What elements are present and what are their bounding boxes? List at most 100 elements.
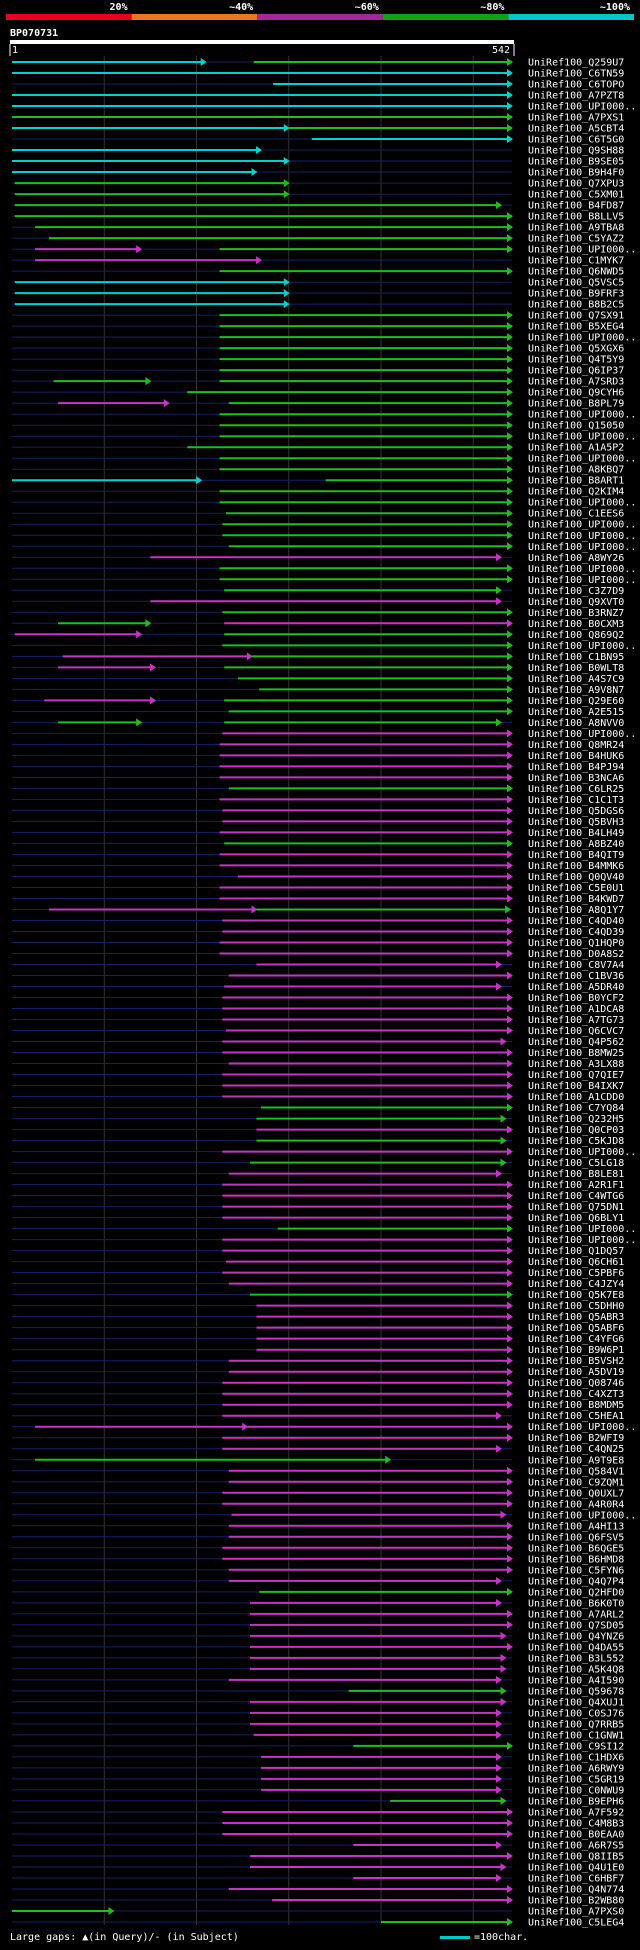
hit-arrowhead [507,355,513,364]
hit-label: UniRef100_B2WFI9 [528,1433,624,1444]
hit-row: UniRef100_C5GR19 [12,1774,624,1785]
hit-label: UniRef100_A4S7C9 [528,674,624,685]
hit-row: UniRef100_B8LE81 [12,1169,624,1180]
hit-row: UniRef100_C1EES6 [12,509,624,520]
hit-row: UniRef100_Q6NWD5 [12,267,624,278]
hit-arrowhead [507,630,513,639]
scale-segment [508,14,634,20]
hit-row: UniRef100_A6R7S5 [12,1840,624,1851]
hit-arrowhead [507,432,513,441]
hit-arrowhead [507,1026,513,1035]
hit-label: UniRef100_Q5K7E8 [528,1290,624,1301]
hit-label: UniRef100_C1EES6 [528,509,624,520]
hit-row: UniRef100_C5HEA1 [12,1411,624,1422]
hit-label: UniRef100_C4M8B3 [528,1818,624,1829]
hit-row: UniRef100_B8B2C5 [12,300,624,311]
hit-label: UniRef100_A8BZ40 [528,839,624,850]
hit-arrowhead [507,102,513,111]
hit-arrowhead [507,1345,513,1354]
hit-row: UniRef100_UPI000.. [12,564,636,575]
hit-label: UniRef100_C5DHH0 [528,1301,624,1312]
hit-arrowhead [507,311,513,320]
hit-arrowhead [507,1554,513,1563]
hit-label: UniRef100_C1BN95 [528,652,624,663]
hit-row: UniRef100_Q4P562 [12,1037,624,1048]
hit-label: UniRef100_UPI000.. [528,531,636,542]
hit-arrowhead [507,641,513,650]
hit-row: UniRef100_Q9XVT0 [12,597,624,608]
hit-arrowhead [149,663,156,672]
hit-arrowhead [507,366,513,375]
hit-row: UniRef100_B9H4F0 [12,168,624,179]
hit-label: UniRef100_B8LE81 [528,1169,624,1180]
hit-label: UniRef100_UPI000.. [528,1510,636,1521]
hit-arrowhead [500,1158,507,1167]
hit-arrowhead [507,784,513,793]
hit-label: UniRef100_B4LH49 [528,828,624,839]
scale-label: ~80% [480,2,504,13]
hit-arrowhead [507,1620,513,1629]
hit-row: UniRef100_C5E0U1 [12,883,624,894]
hit-arrowhead [507,894,513,903]
hit-row: UniRef100_B6K0T0 [12,1598,624,1609]
hit-arrowhead [507,1895,513,1904]
hit-arrowhead [507,575,513,584]
hit-label: UniRef100_B4QIT9 [528,850,624,861]
hit-arrowhead [495,1752,502,1761]
hit-arrowhead [507,1422,513,1431]
hit-label: UniRef100_B0WLT8 [528,663,624,674]
hit-label: UniRef100_Q5ABF6 [528,1323,624,1334]
hit-label: UniRef100_UPI000.. [528,245,636,256]
hit-arrowhead [507,1213,513,1222]
hit-row: UniRef100_C9ZQM1 [12,1477,624,1488]
hit-label: UniRef100_C6T5G0 [528,135,624,146]
hit-arrowhead [507,1400,513,1409]
hit-row: UniRef100_UPI000.. [12,542,636,553]
hit-label: UniRef100_B0YCF2 [528,993,624,1004]
scale-segment [6,14,132,20]
hit-row: UniRef100_B4LH49 [12,828,624,839]
hit-arrowhead [507,234,513,243]
hit-arrowhead [507,1081,513,1090]
hit-arrowhead [507,1290,513,1299]
hit-label: UniRef100_B8PL79 [528,399,624,410]
hit-arrowhead [507,1147,513,1156]
scale-segment [131,14,258,20]
hit-arrowhead [283,179,290,188]
hit-row: UniRef100_C1C1T3 [12,795,624,806]
hit-label: UniRef100_Q7RRB5 [528,1719,624,1730]
scale-segment [382,14,509,20]
hit-arrowhead [507,1609,513,1618]
hit-arrowhead [507,399,513,408]
hit-row: UniRef100_C4QD39 [12,927,624,938]
hit-row: UniRef100_B2WFI9 [12,1433,624,1444]
hit-row: UniRef100_Q1HQP0 [12,938,624,949]
hit-arrowhead [507,322,513,331]
hit-arrowhead [495,1708,502,1717]
hit-label: UniRef100_B3RNZ7 [528,608,624,619]
hit-row: UniRef100_B4QIT9 [12,850,624,861]
query-start-label: 1 [12,45,18,56]
hit-row: UniRef100_Q232H5 [12,1114,624,1125]
hit-row: UniRef100_C4QN25 [12,1444,624,1455]
hit-row: UniRef100_C4JZY4 [12,1279,624,1290]
hit-row: UniRef100_A8WY26 [12,553,624,564]
hit-label: UniRef100_B6QGE5 [528,1543,624,1554]
hit-arrowhead [507,443,513,452]
hit-row: UniRef100_Q5VSC5 [12,278,624,289]
hit-label: UniRef100_Q232H5 [528,1114,624,1125]
hit-row: UniRef100_Q0QV40 [12,872,624,883]
hit-label: UniRef100_Q4N774 [528,1884,624,1895]
hit-arrowhead [505,905,512,914]
hit-label: UniRef100_Q5XGX6 [528,344,624,355]
hit-label: UniRef100_A1CDD0 [528,1092,624,1103]
hit-arrowhead [500,1653,507,1662]
hit-label: UniRef100_B4MMK6 [528,861,624,872]
hit-row: UniRef100_A9TBA8 [12,223,624,234]
hit-arrowhead [507,1015,513,1024]
hit-row: UniRef100_C5LEG4 [12,1918,624,1929]
hit-arrowhead [507,1851,513,1860]
hit-row: UniRef100_C5XM01 [12,190,624,201]
hit-row: UniRef100_B3L552 [12,1653,624,1664]
hit-label: UniRef100_UPI000.. [528,1147,636,1158]
